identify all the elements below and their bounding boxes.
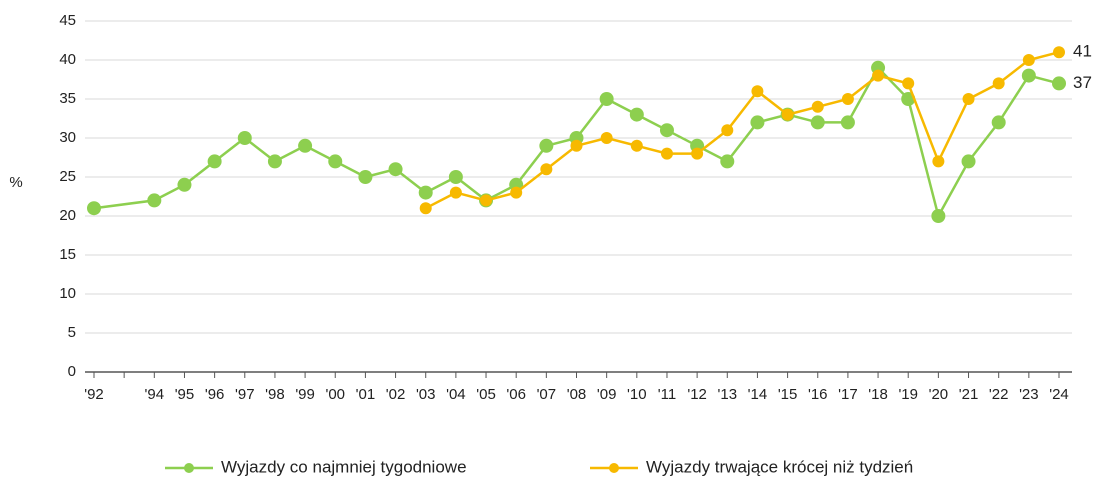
data-point [811, 100, 824, 113]
data-point [449, 186, 462, 199]
data-point [448, 170, 463, 184]
y-tick-label: 15 [59, 246, 76, 263]
y-tick-label: 35 [59, 90, 76, 107]
x-tick-label: '96 [205, 386, 225, 403]
data-point [720, 154, 735, 169]
x-tick-label: '08 [567, 386, 587, 403]
data-point [781, 108, 794, 121]
x-tick-label: '04 [446, 386, 466, 403]
data-point [721, 124, 734, 137]
data-point [328, 154, 343, 169]
y-tick-label: 40 [59, 51, 76, 68]
data-point [961, 154, 976, 169]
x-tick-label: '19 [898, 386, 918, 403]
data-point [177, 177, 192, 192]
x-tick-label: '10 [627, 386, 647, 403]
data-point [840, 115, 855, 130]
y-tick-label: 25 [59, 168, 76, 185]
data-point [932, 155, 945, 168]
x-tick-label: '15 [778, 386, 798, 403]
x-tick-label: '09 [597, 386, 617, 403]
x-tick-label: '12 [687, 386, 707, 403]
x-tick-label: '16 [808, 386, 828, 403]
x-tick-label: '22 [989, 386, 1009, 403]
x-tick-label: '97 [235, 386, 255, 403]
x-tick-label: '95 [175, 386, 195, 403]
x-tick-label: '92 [84, 386, 104, 403]
data-point [750, 115, 765, 130]
data-point [1052, 76, 1066, 91]
data-point [570, 139, 583, 152]
data-point [237, 131, 252, 145]
x-tick-label: '98 [265, 386, 285, 403]
data-point [991, 115, 1006, 130]
x-tick-label: '02 [386, 386, 406, 403]
data-point [629, 107, 644, 122]
data-point [691, 147, 704, 160]
x-tick-label: '24 [1049, 386, 1069, 403]
y-tick-label: 20 [59, 207, 76, 224]
data-point [267, 154, 282, 169]
data-point [1053, 46, 1065, 59]
x-tick-label: '01 [356, 386, 376, 403]
data-point [1021, 68, 1036, 83]
x-tick-label: '13 [718, 386, 738, 403]
x-tick-label: '07 [537, 386, 557, 403]
x-tick-label: '05 [476, 386, 496, 403]
x-tick-label: '03 [416, 386, 436, 403]
data-point [751, 85, 764, 98]
x-tick-label: '23 [1019, 386, 1039, 403]
x-tick-label: '17 [838, 386, 858, 403]
y-tick-label: 5 [68, 324, 76, 341]
data-point [962, 93, 975, 105]
x-tick-label: '14 [748, 386, 768, 403]
data-point [600, 132, 613, 144]
data-point [388, 162, 403, 177]
legend-label: Wyjazdy trwające krócej niż tydzień [646, 457, 913, 476]
data-point [660, 147, 673, 160]
data-point [872, 69, 885, 82]
x-tick-label: '20 [929, 386, 949, 403]
data-point [510, 186, 523, 199]
data-point [810, 115, 825, 130]
data-point [87, 201, 101, 216]
x-tick-label: '18 [868, 386, 888, 403]
end-label: 41 [1073, 42, 1092, 61]
x-tick-label: '06 [506, 386, 526, 403]
y-tick-label: 10 [59, 285, 76, 302]
x-tick-label: '00 [325, 386, 345, 403]
data-point [841, 93, 854, 105]
x-tick-label: '11 [658, 386, 676, 403]
data-point [540, 163, 553, 176]
end-label: 37 [1073, 73, 1092, 92]
data-point [418, 185, 433, 200]
data-point [931, 209, 946, 223]
y-tick-label: 30 [59, 129, 76, 146]
data-point [298, 138, 313, 153]
data-point [599, 92, 614, 106]
data-point [659, 123, 674, 138]
data-point [539, 138, 554, 153]
data-point [992, 77, 1005, 90]
data-point [207, 154, 222, 169]
x-tick-label: '94 [145, 386, 165, 403]
legend-label: Wyjazdy co najmniej tygodniowe [221, 457, 467, 476]
y-tick-label: 0 [68, 363, 76, 380]
data-point [902, 77, 915, 90]
data-point [358, 170, 373, 184]
series-line [425, 50, 1060, 210]
data-point [419, 202, 432, 215]
legend-marker [184, 463, 194, 473]
data-point [147, 193, 162, 208]
data-point [1022, 54, 1035, 66]
y-axis-label: % [9, 174, 22, 191]
x-tick-label: '99 [295, 386, 315, 403]
x-tick-label: '21 [959, 386, 979, 403]
data-point [480, 194, 493, 207]
data-point [630, 139, 643, 152]
y-tick-label: 45 [59, 12, 76, 29]
legend-marker [609, 463, 619, 473]
